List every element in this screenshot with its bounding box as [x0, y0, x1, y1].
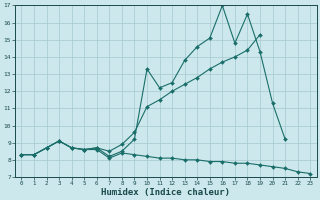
X-axis label: Humidex (Indice chaleur): Humidex (Indice chaleur) — [101, 188, 230, 197]
